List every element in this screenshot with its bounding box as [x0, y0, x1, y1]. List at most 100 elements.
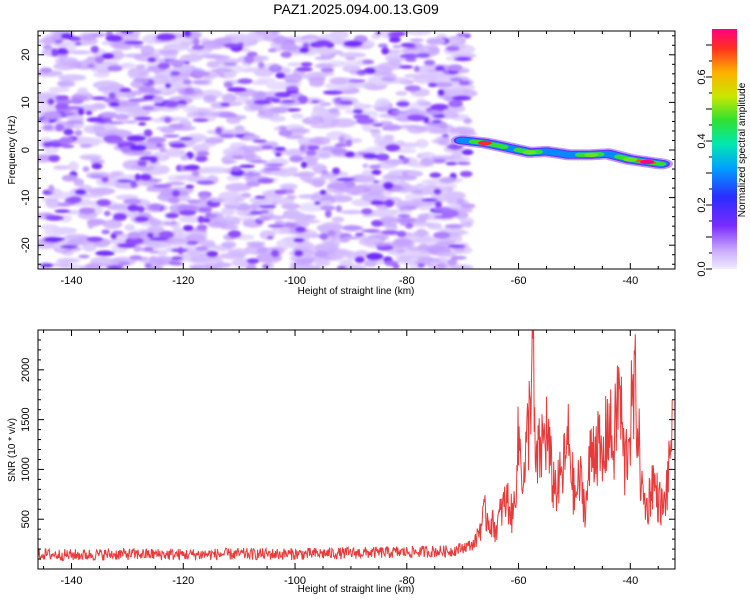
noise-blob	[413, 65, 420, 73]
noise-blob	[196, 150, 210, 157]
noise-blob	[140, 77, 149, 84]
noise-blob	[295, 257, 315, 265]
noise-blob	[291, 113, 304, 119]
y-tick-label: -20	[20, 237, 32, 253]
noise-blob	[461, 221, 473, 228]
noise-blob	[185, 184, 195, 189]
noise-blob	[463, 118, 473, 124]
noise-blob	[279, 183, 298, 190]
noise-blob	[201, 40, 225, 50]
spectrogram-heatmap	[38, 31, 673, 269]
noise-blob	[168, 123, 185, 129]
noise-blob	[115, 194, 139, 200]
noise-blob	[54, 209, 71, 213]
signal-blob	[656, 161, 666, 167]
noise-blob	[328, 108, 339, 114]
x-tick-label: -140	[61, 575, 83, 587]
noise-blob	[196, 224, 208, 231]
noise-blob	[245, 181, 261, 187]
noise-blob	[55, 95, 70, 101]
noise-blob	[138, 85, 156, 93]
noise-blob	[233, 115, 247, 120]
noise-blob	[372, 123, 384, 127]
noise-blob	[123, 120, 139, 124]
noise-blob	[430, 103, 449, 111]
noise-blob	[240, 67, 255, 73]
noise-blob	[369, 208, 398, 218]
noise-blob	[379, 178, 405, 184]
noise-blob	[197, 215, 205, 224]
noise-blob	[274, 220, 285, 225]
noise-blob	[91, 32, 106, 38]
noise-blob	[200, 53, 224, 59]
noise-blob	[64, 234, 89, 240]
noise-blob	[267, 224, 285, 228]
noise-blob	[42, 197, 58, 202]
noise-blob	[166, 59, 186, 65]
noise-blob	[190, 265, 203, 269]
noise-blob	[447, 244, 466, 249]
noise-blob	[101, 176, 109, 183]
noise-blob	[43, 229, 67, 237]
noise-blob	[107, 65, 123, 72]
noise-blob	[147, 57, 157, 63]
y-tick-label: 1500	[20, 407, 32, 431]
noise-blob	[439, 183, 458, 190]
noise-blob	[114, 113, 130, 121]
noise-blob	[278, 125, 287, 131]
noise-blob	[449, 264, 474, 269]
noise-blob	[434, 65, 445, 72]
noise-blob	[332, 167, 341, 175]
noise-blob	[186, 199, 201, 203]
noise-blob	[49, 35, 63, 41]
noise-blob	[182, 105, 198, 113]
noise-blob	[264, 96, 277, 101]
noise-blob	[299, 144, 306, 152]
noise-blob	[431, 158, 446, 164]
noise-blob	[302, 42, 310, 50]
snr-panel: -140 -120 -100 -80 -60 -40 500 1000 1500 2000 He…	[7, 329, 676, 595]
noise-blob	[447, 64, 463, 72]
noise-blob	[127, 108, 147, 119]
noise-blob	[336, 265, 347, 269]
noise-blob	[60, 32, 73, 40]
noise-blob	[443, 186, 454, 192]
noise-blob	[177, 100, 187, 105]
noise-blob	[191, 80, 210, 84]
noise-blob	[380, 77, 396, 82]
noise-blob	[210, 198, 225, 203]
noise-blob	[396, 217, 416, 223]
noise-blob	[369, 128, 381, 134]
noise-blob	[102, 219, 123, 229]
colorbar-tick-label: 0.4	[696, 133, 708, 148]
signal-peak	[584, 152, 599, 157]
noise-blob	[447, 258, 458, 266]
noise-blob	[149, 218, 161, 227]
noise-blob	[397, 214, 411, 218]
noise-blob	[294, 250, 304, 257]
noise-blob	[191, 71, 211, 77]
noise-blob	[406, 114, 427, 122]
noise-blob	[293, 238, 305, 243]
snr-frame	[37, 329, 676, 570]
noise-blob	[148, 250, 160, 254]
noise-blob	[92, 126, 106, 131]
noise-blob	[291, 173, 311, 177]
noise-blob	[68, 50, 92, 55]
noise-blob	[314, 56, 333, 61]
noise-blob	[312, 179, 325, 188]
noise-blob	[314, 250, 329, 258]
noise-blob	[45, 215, 64, 221]
noise-blob	[163, 100, 179, 108]
noise-blob	[343, 40, 363, 48]
noise-blob	[311, 100, 320, 104]
noise-blob	[256, 78, 277, 83]
noise-blob	[134, 173, 141, 181]
noise-blob	[345, 139, 353, 147]
noise-blob	[135, 166, 154, 172]
noise-blob	[363, 259, 378, 267]
noise-blob	[438, 122, 448, 129]
noise-blob	[48, 86, 70, 93]
noise-blob	[184, 87, 194, 95]
noise-blob	[195, 246, 208, 251]
